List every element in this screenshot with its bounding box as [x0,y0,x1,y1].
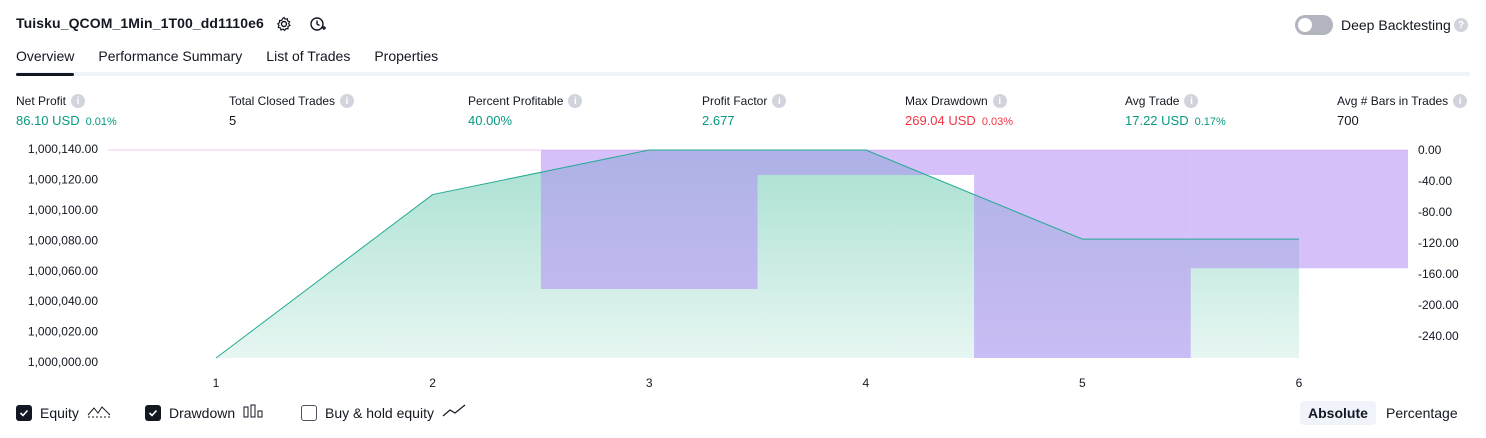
deep-backtesting-label: Deep Backtesting [1341,17,1451,33]
metric-value: 2.677 [702,113,735,128]
info-icon[interactable]: i [772,94,787,108]
x-tick: 2 [429,376,436,390]
help-icon[interactable]: ? [1454,18,1468,32]
drawdown-series [215,149,1408,359]
equity-line[interactable] [215,149,1299,359]
tab-divider [16,72,1470,76]
tab-list-of-trades[interactable]: List of Trades [266,48,351,64]
legend-label: Buy & hold equity [325,404,434,421]
drawdown-checkbox[interactable] [145,404,161,421]
strategy-title: Tuisku_QCOM_1Min_1T00_dd1110e6 [16,15,264,31]
y-tick-left: 1,000,000.00 [28,355,98,369]
x-tick: 3 [646,376,653,390]
metric-label: Avg # Bars in Trades [1337,94,1449,108]
equity-line-icon [87,404,111,421]
y-tick-right: 0.00 [1418,143,1442,157]
metric-profit-factor: Profit Factor i 2.677 [702,94,787,128]
y-tick-left: 1,000,140.00 [28,142,98,156]
drawdown-bars-icon [243,404,265,421]
x-tick: 4 [862,376,869,390]
x-tick: 6 [1296,376,1303,390]
metric-label: Profit Factor [702,94,768,108]
settings-icon[interactable] [273,13,295,35]
metric-value: 269.04 USD [905,113,976,128]
drawdown-bar[interactable] [974,150,1191,358]
metric-value: 17.22 USD [1125,113,1189,128]
metric-percent: 0.01% [85,116,117,128]
metric-value: 700 [1337,113,1359,128]
metric-label: Percent Profitable [468,94,564,108]
y-tick-right: -120.00 [1418,236,1459,250]
tab-overview[interactable]: Overview [16,48,75,76]
chart-axes: 1,000,140.00 1,000,120.00 1,000,100.00 1,00… [28,142,1459,390]
y-tick-right: -80.00 [1418,205,1452,219]
y-tick-right: -240.00 [1418,329,1459,343]
legend-equity[interactable]: Equity [16,404,111,421]
info-icon[interactable]: i [71,94,86,108]
metric-max-drawdown: Max Drawdown i 269.04 USD 0.03% [905,94,1013,128]
metric-percent: 0.17% [1194,116,1226,128]
metric-percent-profitable: Percent Profitable i 40.00% [468,94,583,128]
source-code-icon[interactable] [307,13,329,35]
metric-label: Net Profit [16,94,67,108]
metric-label: Total Closed Trades [229,94,336,108]
y-tick-left: 1,000,120.00 [28,173,98,187]
y-tick-right: -160.00 [1418,267,1459,281]
metric-value: 5 [229,113,237,128]
info-icon[interactable]: i [1453,94,1468,108]
equity-drawdown-chart[interactable]: 1,000,140.00 1,000,120.00 1,000,100.00 1,00… [0,0,1486,400]
y-tick-right: -200.00 [1418,298,1459,312]
equity-checkbox[interactable] [16,404,32,421]
absolute-button[interactable]: Absolute [1300,401,1376,425]
y-tick-left: 1,000,080.00 [28,233,98,247]
tab-performance-summary[interactable]: Performance Summary [98,48,243,64]
metric-label: Avg Trade [1125,94,1180,108]
tab-bar: Overview Performance Summary List of Tra… [16,48,462,76]
y-tick-left: 1,000,060.00 [28,264,98,278]
metric-value: 86.10 USD [16,113,80,128]
drawdown-bar[interactable] [1190,150,1408,269]
legend-buy-hold[interactable]: Buy & hold equity [301,404,466,421]
info-icon[interactable]: i [568,94,583,108]
metric-value: 40.00% [468,113,513,128]
info-icon[interactable]: i [1184,94,1199,108]
legend-drawdown[interactable]: Drawdown [145,404,265,421]
y-tick-left: 1,000,020.00 [28,325,98,339]
y-tick-left: 1,000,100.00 [28,203,98,217]
metric-label: Max Drawdown [905,94,988,108]
buy-hold-checkbox[interactable] [301,404,317,421]
percentage-button[interactable]: Percentage [1386,405,1458,421]
metric-percent: 0.03% [981,116,1014,128]
metric-avg-bars: Avg # Bars in Trades i 700 [1337,94,1468,128]
y-tick-right: -40.00 [1418,174,1452,188]
info-icon[interactable]: i [340,94,355,108]
info-icon[interactable]: i [992,94,1007,108]
x-tick: 5 [1079,376,1086,390]
drawdown-bar[interactable] [757,150,975,175]
legend-label: Drawdown [169,404,236,421]
buy-hold-line-icon [442,404,466,421]
metric-avg-trade: Avg Trade i 17.22 USD 0.17% [1125,94,1226,128]
metric-total-closed-trades: Total Closed Trades i 5 [229,94,355,128]
legend-label: Equity [40,404,79,421]
deep-backtesting-toggle[interactable] [1295,15,1333,35]
x-tick: 1 [213,376,220,390]
y-tick-left: 1,000,040.00 [28,294,98,308]
tab-properties[interactable]: Properties [374,48,439,64]
drawdown-bar[interactable] [540,150,758,290]
metric-net-profit: Net Profit i 86.10 USD 0.01% [16,94,117,128]
